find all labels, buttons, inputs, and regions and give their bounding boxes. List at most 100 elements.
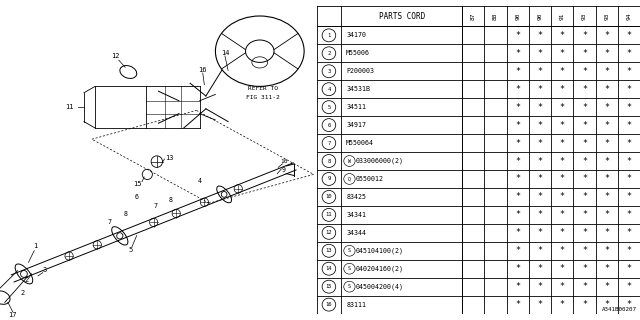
Text: *: * <box>604 228 609 237</box>
Text: *: * <box>582 49 587 58</box>
Text: *: * <box>582 264 587 273</box>
Text: *: * <box>560 174 564 183</box>
Text: 8: 8 <box>169 197 173 203</box>
Text: *: * <box>582 156 587 165</box>
Text: *: * <box>627 85 632 94</box>
Text: 15: 15 <box>134 181 142 187</box>
Text: *: * <box>515 121 520 130</box>
Text: *: * <box>604 49 609 58</box>
Text: *: * <box>560 31 564 40</box>
Text: 93: 93 <box>582 12 587 20</box>
Text: 8: 8 <box>327 158 330 164</box>
Text: 14: 14 <box>326 266 332 271</box>
Text: *: * <box>627 103 632 112</box>
Text: *: * <box>604 103 609 112</box>
Text: *: * <box>582 210 587 220</box>
Text: 2: 2 <box>25 277 29 283</box>
Text: *: * <box>515 192 520 201</box>
Text: *: * <box>538 228 543 237</box>
Text: 045004200(4): 045004200(4) <box>356 284 404 290</box>
Text: *: * <box>604 85 609 94</box>
Text: *: * <box>582 246 587 255</box>
Text: *: * <box>560 85 564 94</box>
Text: *: * <box>515 174 520 183</box>
Text: 1: 1 <box>33 244 37 249</box>
Text: *: * <box>627 156 632 165</box>
Text: Q: Q <box>348 176 351 181</box>
Text: *: * <box>538 300 543 309</box>
Text: *: * <box>627 121 632 130</box>
Text: 4: 4 <box>327 87 330 92</box>
Text: *: * <box>560 139 564 148</box>
Text: *: * <box>627 192 632 201</box>
Text: *: * <box>538 282 543 291</box>
Text: 91: 91 <box>560 12 564 20</box>
Text: *: * <box>515 210 520 220</box>
Text: *: * <box>560 210 564 220</box>
Text: 34341: 34341 <box>346 212 366 218</box>
Text: 2: 2 <box>20 290 24 296</box>
Text: 83111: 83111 <box>346 302 366 308</box>
Text: *: * <box>604 192 609 201</box>
Text: 16: 16 <box>198 68 207 73</box>
Text: *: * <box>515 31 520 40</box>
Text: 15: 15 <box>326 284 332 289</box>
Text: 6: 6 <box>327 123 330 128</box>
Text: 12: 12 <box>326 230 332 235</box>
Text: *: * <box>515 103 520 112</box>
Text: 045104100(2): 045104100(2) <box>356 247 404 254</box>
Text: *: * <box>515 49 520 58</box>
Text: 3: 3 <box>327 69 330 74</box>
Text: 14: 14 <box>221 50 229 56</box>
Text: *: * <box>538 85 543 94</box>
Text: 94: 94 <box>627 12 632 20</box>
Text: *: * <box>538 192 543 201</box>
Text: 7: 7 <box>108 220 111 225</box>
Text: S: S <box>348 248 351 253</box>
Text: *: * <box>538 121 543 130</box>
Text: *: * <box>582 121 587 130</box>
Text: P200003: P200003 <box>346 68 374 74</box>
Text: *: * <box>538 156 543 165</box>
Text: REFER TO: REFER TO <box>248 85 278 91</box>
Text: 34344: 34344 <box>346 230 366 236</box>
Text: *: * <box>627 228 632 237</box>
Text: *: * <box>604 139 609 148</box>
Text: 34531B: 34531B <box>346 86 370 92</box>
Text: *: * <box>560 121 564 130</box>
Text: *: * <box>627 246 632 255</box>
Text: W: W <box>348 158 351 164</box>
Text: M550064: M550064 <box>346 140 374 146</box>
Text: *: * <box>627 210 632 220</box>
Text: *: * <box>627 300 632 309</box>
Text: 040204160(2): 040204160(2) <box>356 266 404 272</box>
Text: *: * <box>560 246 564 255</box>
Text: 34170: 34170 <box>346 32 366 38</box>
Text: *: * <box>604 156 609 165</box>
Text: 34511: 34511 <box>346 104 366 110</box>
Text: *: * <box>538 210 543 220</box>
Text: 1: 1 <box>327 33 330 38</box>
Text: *: * <box>560 67 564 76</box>
Text: 8: 8 <box>123 212 127 217</box>
Text: *: * <box>604 67 609 76</box>
Text: *: * <box>560 264 564 273</box>
Text: *: * <box>604 264 609 273</box>
Text: 88: 88 <box>493 12 498 20</box>
Text: 033006000(2): 033006000(2) <box>356 158 404 164</box>
Text: 93: 93 <box>604 12 609 20</box>
Text: 13: 13 <box>326 248 332 253</box>
Text: 7: 7 <box>153 204 157 209</box>
Text: *: * <box>582 300 587 309</box>
Text: *: * <box>582 282 587 291</box>
Text: *: * <box>604 300 609 309</box>
Text: 90: 90 <box>538 12 543 20</box>
Text: *: * <box>627 174 632 183</box>
Text: *: * <box>538 174 543 183</box>
Text: *: * <box>582 192 587 201</box>
Text: *: * <box>604 174 609 183</box>
Text: *: * <box>604 31 609 40</box>
Text: 13: 13 <box>165 156 173 161</box>
Text: S: S <box>348 284 351 289</box>
Text: 10: 10 <box>280 159 287 164</box>
